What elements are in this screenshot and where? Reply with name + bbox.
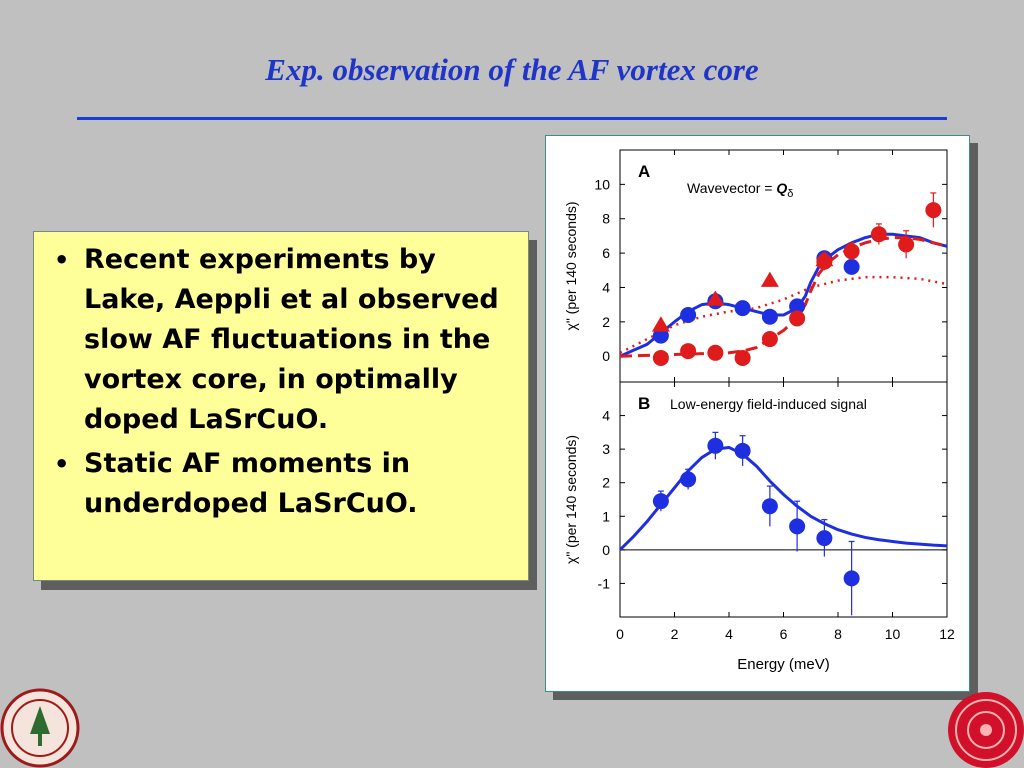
y-tick-label: 2 (602, 314, 610, 330)
data-point (761, 331, 778, 348)
data-point (652, 349, 669, 366)
panel-label: A (638, 162, 650, 181)
chart-panel-a: 0 2 4 6 8 10 χ" (per 140 seconds) A Wavevector =… (563, 149, 948, 383)
data-point-triangle (760, 271, 779, 287)
panel-annotation: Wavevector = Qδ (687, 180, 793, 200)
bullet-marker: • (54, 450, 70, 478)
emblem-logo (948, 692, 1024, 768)
y-tick-label: 3 (602, 441, 610, 457)
x-tick-label: 8 (834, 626, 842, 642)
y-tick-label: 0 (602, 542, 610, 558)
data-point (789, 518, 806, 535)
panel-label: B (638, 394, 650, 413)
data-point (734, 300, 751, 317)
y-tick-label: 6 (602, 245, 610, 261)
y-tick-label: -1 (598, 575, 611, 591)
bullet-text: Recent experiments by Lake, Aeppli et al… (84, 244, 499, 435)
data-point (652, 493, 669, 510)
fit-curve-solid (620, 445, 947, 551)
data-point-triangle (651, 316, 670, 332)
data-point (925, 202, 942, 219)
data-point (761, 308, 778, 325)
data-point (843, 258, 860, 275)
x-axis-label: Energy (meV) (737, 656, 830, 673)
fit-curve-solid (620, 232, 947, 358)
chart-figure: 0 2 4 6 8 10 χ" (per 140 seconds) A Wavevector =… (545, 135, 970, 692)
bullet-item: • Recent experiments by Lake, Aeppli et a… (50, 240, 514, 440)
data-point (898, 236, 915, 253)
data-point (789, 310, 806, 327)
x-tick-label: 6 (780, 626, 788, 642)
data-point (870, 226, 887, 243)
stanford-seal-logo (0, 688, 80, 768)
y-tick-label: 4 (602, 408, 610, 424)
x-tick-label: 0 (616, 626, 624, 642)
bullet-marker: • (54, 246, 70, 274)
plot-frame (619, 381, 948, 618)
bullet-item: • Static AF moments in underdoped LaSrCuO… (50, 444, 514, 524)
x-tick-label: 10 (885, 626, 901, 642)
y-axis-label: χ" (per 140 seconds) (563, 435, 579, 564)
y-tick-label: 4 (602, 279, 610, 295)
data-point (707, 437, 724, 454)
fit-curve-dashed (620, 236, 947, 358)
bullet-textbox: • Recent experiments by Lake, Aeppli et a… (33, 231, 529, 581)
panel-annotation: Low-energy field-induced signal (670, 396, 867, 412)
bullet-list: • Recent experiments by Lake, Aeppli et a… (34, 232, 528, 524)
title-divider (77, 117, 947, 120)
data-point (680, 471, 697, 488)
data-point (843, 570, 860, 587)
data-point (707, 344, 724, 361)
y-tick-label: 0 (602, 348, 610, 364)
y-tick-label: 8 (602, 211, 610, 227)
y-axis-label: χ" (per 140 seconds) (563, 201, 579, 330)
data-point (734, 349, 751, 366)
y-tick-label: 10 (594, 176, 610, 192)
x-tick-label: 4 (725, 626, 733, 642)
data-point (652, 327, 669, 344)
slide-title: Exp. observation of the AF vortex core (265, 52, 759, 87)
data-point (761, 498, 778, 515)
data-point (816, 530, 833, 547)
x-tick-label: 12 (939, 626, 955, 642)
data-point (680, 343, 697, 360)
data-point (680, 306, 697, 323)
y-tick-label: 2 (602, 475, 610, 491)
data-point (734, 442, 751, 459)
x-tick-label: 2 (671, 626, 679, 642)
data-point-triangle (815, 250, 834, 267)
data-point (789, 298, 806, 315)
data-point (843, 243, 860, 260)
data-point-triangle (706, 290, 725, 306)
y-tick-label: 1 (602, 508, 610, 524)
bullet-text: Static AF moments in underdoped LaSrCuO. (84, 448, 418, 519)
